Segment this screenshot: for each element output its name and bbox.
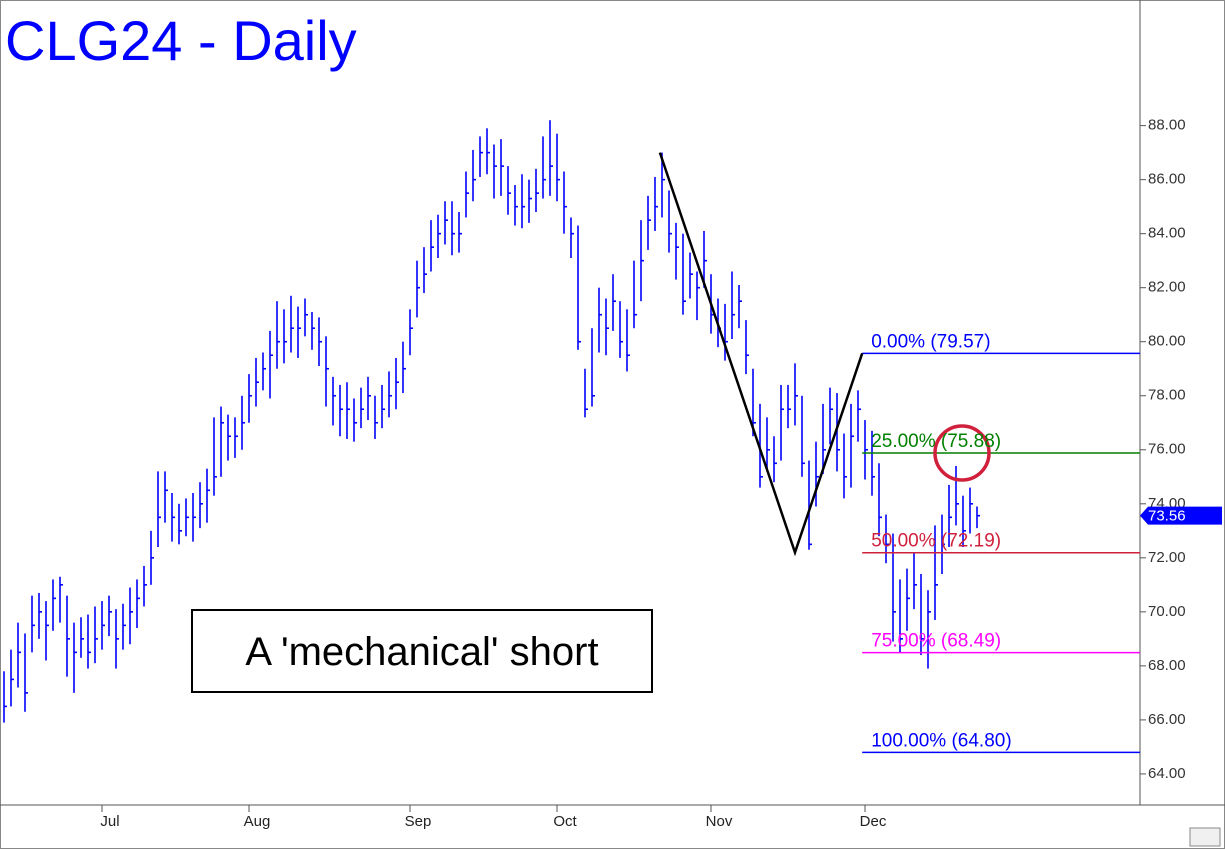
x-tick-label: Jul xyxy=(100,813,119,830)
last-price-tag xyxy=(1140,506,1222,525)
y-tick-label: 72.00 xyxy=(1148,549,1186,566)
x-tick-label: Dec xyxy=(860,813,887,830)
chart-title: CLG24 - Daily xyxy=(5,9,357,72)
fib-label: 25.00% (75.88) xyxy=(871,431,1001,452)
y-tick-label: 64.00 xyxy=(1148,765,1186,782)
x-tick-label: Nov xyxy=(706,813,733,830)
y-tick-label: 80.00 xyxy=(1148,333,1186,350)
y-tick-label: 66.00 xyxy=(1148,711,1186,728)
last-price-label: 73.56 xyxy=(1148,508,1186,525)
y-tick-label: 84.00 xyxy=(1148,225,1186,242)
fib-label: 100.00% (64.80) xyxy=(871,730,1012,751)
y-tick-label: 82.00 xyxy=(1148,279,1186,296)
fib-label: 50.00% (72.19) xyxy=(871,531,1001,552)
y-tick-label: 86.00 xyxy=(1148,171,1186,188)
x-tick-label: Oct xyxy=(553,813,577,830)
annotation-text: A 'mechanical' short xyxy=(245,630,598,674)
pattern-line xyxy=(658,152,864,557)
x-tick-label: Aug xyxy=(244,813,271,830)
fib-label: 0.00% (79.57) xyxy=(871,331,990,352)
scroll-handle[interactable] xyxy=(1189,827,1221,847)
y-tick-label: 78.00 xyxy=(1148,387,1186,404)
y-tick-label: 70.00 xyxy=(1148,603,1186,620)
y-tick-label: 76.00 xyxy=(1148,441,1186,458)
x-tick-label: Sep xyxy=(405,813,432,830)
fib-label: 75.00% (68.49) xyxy=(871,631,1001,652)
y-tick-label: 88.00 xyxy=(1148,117,1186,134)
annotation-box xyxy=(191,609,653,693)
highlight-circle xyxy=(933,424,991,482)
y-tick-label: 68.00 xyxy=(1148,657,1186,674)
